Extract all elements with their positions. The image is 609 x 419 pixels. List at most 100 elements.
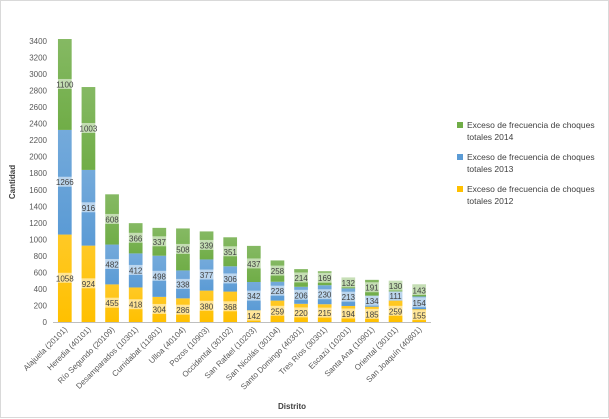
data-label-bg xyxy=(339,308,358,319)
y-tick-label: 2000 xyxy=(29,153,47,162)
data-label: 258 xyxy=(271,267,285,276)
y-tick-label: 2400 xyxy=(29,120,47,129)
data-label-bg xyxy=(53,176,77,187)
data-label: 130 xyxy=(389,282,403,291)
data-label: 185 xyxy=(365,310,379,319)
y-tick-label: 3000 xyxy=(29,70,47,79)
data-label: 380 xyxy=(200,302,214,311)
data-label-bg xyxy=(386,290,405,301)
data-label: 214 xyxy=(294,274,308,283)
data-label-bg xyxy=(197,269,216,280)
data-label-bg xyxy=(339,277,358,288)
data-label: 206 xyxy=(294,291,308,300)
data-label: 351 xyxy=(224,248,238,257)
data-label: 1058 xyxy=(56,274,74,283)
data-label-bg xyxy=(268,305,287,316)
data-label: 155 xyxy=(413,312,427,321)
data-label-bg xyxy=(315,289,334,300)
data-label-bg xyxy=(410,310,429,321)
y-tick-label: 1400 xyxy=(29,202,47,211)
data-label: 437 xyxy=(247,260,261,269)
data-label-bg xyxy=(221,301,240,312)
data-label-bg xyxy=(315,272,334,283)
data-label: 1266 xyxy=(56,178,74,187)
data-label-bg xyxy=(292,272,311,283)
data-label: 412 xyxy=(129,266,143,275)
data-label-bg xyxy=(362,308,381,319)
data-label-bg xyxy=(244,290,263,301)
legend-label: totales 2014 xyxy=(467,132,514,142)
data-label-bg xyxy=(173,278,192,289)
data-label: 132 xyxy=(342,279,356,288)
data-label-bg xyxy=(386,280,405,291)
legend-swatch xyxy=(457,154,463,160)
data-label-bg xyxy=(410,285,429,296)
data-label: 194 xyxy=(342,310,356,319)
y-axis-title: Cantidad xyxy=(8,165,17,199)
data-label-bg xyxy=(53,272,77,283)
data-label: 134 xyxy=(365,297,379,306)
data-label: 924 xyxy=(82,280,96,289)
data-label-bg xyxy=(79,278,98,289)
data-label: 143 xyxy=(413,287,427,296)
data-label: 377 xyxy=(200,271,214,280)
data-label-bg xyxy=(126,232,145,243)
data-label-bg xyxy=(292,289,311,300)
y-tick-label: 1600 xyxy=(29,186,47,195)
y-tick-label: 1000 xyxy=(29,235,47,244)
legend-label: Exceso de frecuencia de choques xyxy=(467,152,595,162)
data-label-bg xyxy=(362,282,381,293)
data-label: 306 xyxy=(224,275,238,284)
data-label-bg xyxy=(315,307,334,318)
data-label-bg xyxy=(126,264,145,275)
y-tick-label: 3400 xyxy=(29,37,47,46)
y-tick-label: 2800 xyxy=(29,87,47,96)
data-label: 508 xyxy=(176,245,190,254)
data-label: 916 xyxy=(82,204,96,213)
data-label-bg xyxy=(53,78,77,89)
data-label: 455 xyxy=(105,299,119,308)
data-label-bg xyxy=(221,273,240,284)
legend-label: totales 2013 xyxy=(467,164,514,174)
data-label: 1100 xyxy=(56,80,74,89)
data-label-bg xyxy=(150,236,169,247)
data-label: 191 xyxy=(365,284,379,293)
data-label-bg xyxy=(197,300,216,311)
data-label-bg xyxy=(126,299,145,310)
data-label: 111 xyxy=(389,292,402,301)
legend-label: Exceso de frecuencia de choques xyxy=(467,184,595,194)
data-label: 608 xyxy=(105,215,119,224)
data-label: 339 xyxy=(200,241,214,250)
data-label: 286 xyxy=(176,306,190,315)
legend-label: Exceso de frecuencia de choques xyxy=(467,120,595,130)
data-label-bg xyxy=(268,265,287,276)
y-tick-label: 2200 xyxy=(29,136,47,145)
data-label-bg xyxy=(244,258,263,269)
data-label-bg xyxy=(103,258,122,269)
y-tick-label: 1200 xyxy=(29,219,47,228)
data-label: 259 xyxy=(271,307,285,316)
data-label: 418 xyxy=(129,301,143,310)
legend-label: totales 2012 xyxy=(467,196,514,206)
legend-swatch xyxy=(457,122,463,128)
y-tick-label: 200 xyxy=(34,301,48,310)
data-label: 142 xyxy=(247,312,261,321)
data-label: 338 xyxy=(176,280,190,289)
data-label: 1003 xyxy=(80,124,98,133)
data-label: 304 xyxy=(153,305,167,314)
data-label-bg xyxy=(150,270,169,281)
data-label-bg xyxy=(103,297,122,308)
data-label-bg xyxy=(386,305,405,316)
data-label: 498 xyxy=(153,272,167,281)
legend-swatch xyxy=(457,186,463,192)
data-label-bg xyxy=(410,297,429,308)
y-tick-label: 0 xyxy=(43,318,48,327)
data-label-bg xyxy=(150,303,169,314)
data-label: 368 xyxy=(224,303,238,312)
data-label-bg xyxy=(173,304,192,315)
data-label-bg xyxy=(221,246,240,257)
data-label-bg xyxy=(362,295,381,306)
data-label: 220 xyxy=(294,309,308,318)
data-label-bg xyxy=(79,202,98,213)
